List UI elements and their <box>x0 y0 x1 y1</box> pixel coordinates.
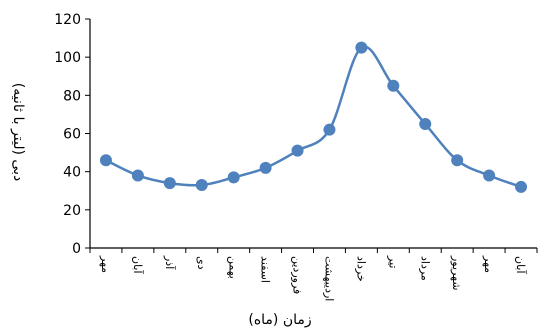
x-tick-label: آبان <box>514 256 528 274</box>
y-tick-label: 40 <box>63 165 81 181</box>
x-tick-label: مرداد <box>418 256 431 281</box>
data-point <box>483 169 496 182</box>
x-tick-label: آبان <box>131 256 145 274</box>
data-point <box>163 177 176 190</box>
data-point <box>515 180 528 193</box>
x-tick-label: بهمن <box>227 256 240 279</box>
data-point <box>99 154 112 167</box>
data-point <box>195 179 208 192</box>
x-tick-label: فروردین <box>291 256 304 294</box>
x-tick-label: تیر <box>386 255 399 268</box>
data-point <box>259 161 272 174</box>
plot-area: 0 20 40 60 80 100 120 مهر آبان آذر دی بهمن اسفند فرور… <box>54 12 538 301</box>
data-point <box>131 169 144 182</box>
data-point <box>355 41 368 54</box>
data-point <box>451 154 464 167</box>
x-tick-label: اردیبهشت <box>322 256 335 301</box>
y-axis-title: دبی (لیتر با ثانیه) <box>10 83 26 181</box>
x-tick-label: اسفند <box>259 256 272 283</box>
data-point <box>323 123 336 136</box>
data-point <box>419 117 432 130</box>
y-tick-label: 0 <box>72 241 81 257</box>
data-point <box>387 79 400 92</box>
data-point <box>291 144 304 157</box>
x-tick-label: شهریور <box>450 255 463 290</box>
x-tick-label: دی <box>195 256 208 270</box>
data-point <box>227 171 240 184</box>
x-tick-label: آذر <box>163 255 177 270</box>
x-tick-label: خرداد <box>354 256 367 282</box>
y-tick-label: 20 <box>63 203 81 219</box>
y-tick-label: 80 <box>63 88 81 104</box>
x-axis-title: زمان (ماه) <box>248 312 311 328</box>
x-tick-label: مهر <box>482 255 495 273</box>
y-tick-label: 120 <box>54 12 81 28</box>
y-tick-label: 100 <box>54 50 81 66</box>
x-tick-label: مهر <box>99 255 112 273</box>
y-tick-label: 60 <box>63 127 81 143</box>
